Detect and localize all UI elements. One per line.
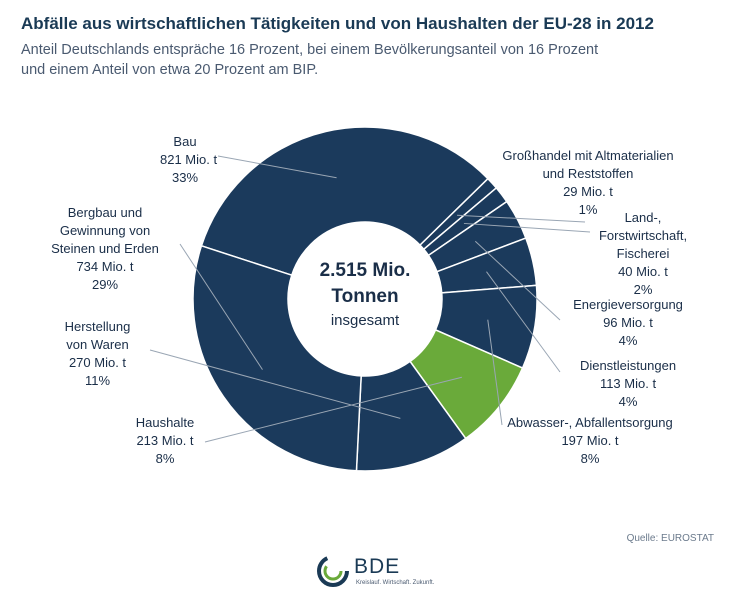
label-bau-line: Bau [173, 134, 197, 149]
bde-logo-icon [317, 555, 349, 587]
label-dienst-line: Dienstleistungen [579, 358, 677, 373]
leader-line-grosshandel [457, 214, 586, 223]
label-land-line: Fischerei [616, 246, 670, 261]
total-caption: insgesamt [330, 312, 400, 329]
label-abwasser-line: 197 Mio. t [561, 433, 619, 448]
leader-line-bau [217, 155, 337, 179]
leader-line-land [463, 222, 591, 233]
total-unit: Tonnen [331, 286, 399, 307]
label-bergbau: Bergbau und Gewinnung von Steinen und Er… [30, 204, 180, 294]
leader-line-herstellung [149, 349, 401, 419]
label-land-line: Land-, [624, 210, 662, 225]
donut-center-total: 2.515 Mio. Tonnen insgesamt [290, 258, 440, 332]
chart-subtitle: Anteil Deutschlands entspräche 16 Prozen… [21, 40, 661, 80]
bde-logo-tagline: Kreislauf. Wirtschaft. Zukunft. [356, 580, 435, 586]
label-land-line: 2% [633, 282, 653, 297]
label-land: Land-, Forstwirtschaft, Fischerei 40 Mio… [583, 209, 703, 299]
label-abwasser-line: 8% [580, 451, 600, 466]
label-bergbau-line: 734 Mio. t [76, 259, 134, 274]
label-energie-line: 4% [618, 333, 638, 348]
label-energie-line: 96 Mio. t [603, 315, 653, 330]
label-herstellung-line: Herstellung [64, 319, 131, 334]
label-herstellung-line: 270 Mio. t [68, 355, 127, 370]
label-bergbau-line: Bergbau und [67, 205, 143, 220]
bde-logo-text: BDE [354, 555, 401, 578]
label-haushalte-line: Haushalte [135, 415, 195, 430]
bde-logo: BDE Kreislauf. Wirtschaft. Zukunft. [316, 553, 446, 593]
label-dienst-line: 4% [618, 394, 638, 409]
label-dienst-line: 113 Mio. t [599, 376, 657, 391]
leader-line-haushalte [204, 376, 462, 443]
label-abwasser: Abwasser-, Abfallentsorgung 197 Mio. t 8… [495, 414, 685, 468]
leader-line-energie [474, 240, 561, 321]
subtitle-line-2: und einem Anteil von etwa 20 Prozent am … [21, 62, 319, 78]
label-grosshandel: Großhandel mit Altmaterialien und Restst… [493, 147, 683, 219]
label-bergbau-line: Steinen und Erden [51, 241, 159, 256]
leader-line-abwasser [487, 319, 503, 426]
label-haushalte: Haushalte 213 Mio. t 8% [125, 414, 205, 468]
label-bau-line: 821 Mio. t [160, 152, 218, 167]
leader-line-bergbau [179, 243, 263, 370]
label-grosshandel-line: 1% [578, 202, 598, 217]
leader-line-dienst [486, 271, 561, 373]
chart-title: Abfälle aus wirtschaftlichen Tätigkeiten… [21, 14, 654, 33]
label-grosshandel-line: und Reststoffen [542, 166, 634, 181]
label-abwasser-line: Abwasser-, Abfallentsorgung [507, 415, 673, 430]
label-bergbau-line: Gewinnung von [59, 223, 151, 238]
label-grosshandel-line: Großhandel mit Altmaterialien [502, 148, 674, 163]
label-dienst: Dienstleistungen 113 Mio. t 4% [563, 357, 693, 411]
label-energie-line: Energieversorgung [573, 297, 683, 312]
subtitle-line-1: Anteil Deutschlands entspräche 16 Prozen… [21, 42, 599, 58]
label-bergbau-line: 29% [91, 277, 119, 292]
donut-slice-bau [200, 126, 489, 277]
source-note: Quelle: EUROSTAT [626, 533, 714, 544]
total-value: 2.515 Mio. [319, 260, 411, 281]
label-land-line: 40 Mio. t [618, 264, 668, 279]
label-bau-line: 33% [171, 170, 199, 185]
label-herstellung-line: 11% [84, 373, 111, 388]
label-haushalte-line: 8% [155, 451, 175, 466]
label-grosshandel-line: 29 Mio. t [563, 184, 613, 199]
donut-slice-bergbau [192, 244, 362, 472]
label-energie: Energieversorgung 96 Mio. t 4% [563, 296, 693, 350]
label-herstellung: Herstellung von Waren 270 Mio. t 11% [50, 318, 145, 390]
label-herstellung-line: von Waren [66, 337, 129, 352]
label-land-line: Forstwirtschaft, [598, 228, 688, 243]
label-haushalte-line: 213 Mio. t [136, 433, 194, 448]
label-bau: Bau 821 Mio. t 33% [160, 133, 218, 187]
